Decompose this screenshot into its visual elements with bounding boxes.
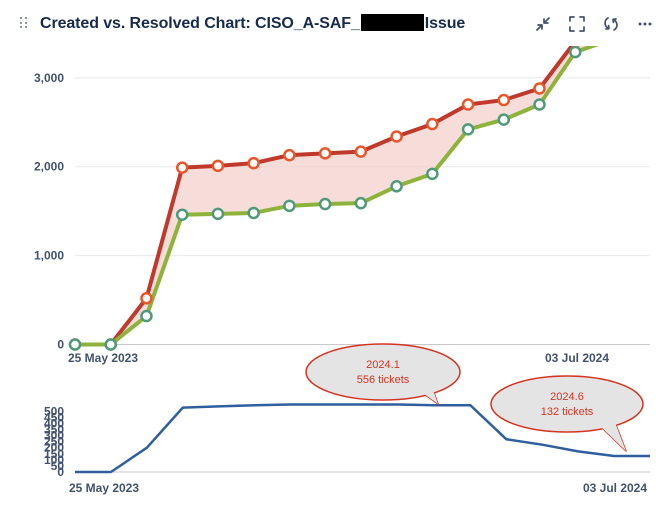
- overview-y-tick-label: 250: [44, 435, 64, 449]
- chart-area: 0 1,000 2,000 3,000 25 May 2023 03 Jul 2024 0 5…: [0, 46, 671, 505]
- resolved-point: [354, 196, 368, 210]
- y-tick-label: 2,000: [34, 160, 64, 174]
- created-resolved-gap-area: [75, 46, 593, 345]
- created-point: [354, 145, 368, 158]
- fullscreen-button[interactable]: [565, 12, 589, 36]
- callout-bubble: [490, 375, 644, 433]
- resolved-point: [426, 167, 439, 181]
- overview-y-tick-label: 100: [44, 453, 64, 467]
- refresh-icon: [604, 17, 618, 31]
- overview-y-tick-label: 150: [44, 447, 64, 461]
- callout-version-label: 2024.1: [366, 359, 400, 371]
- y-tick-label: 0: [57, 338, 64, 352]
- x-end-date-label: 03 Jul 2024: [545, 351, 609, 365]
- x-start-date-label: 25 May 2023: [68, 351, 138, 365]
- title-prefix: Created vs. Resolved Chart: CISO_A-SAF_: [40, 15, 360, 32]
- redaction-block: [360, 14, 424, 31]
- gadget-title: Created vs. Resolved Chart: CISO_A-SAF_ I…: [40, 14, 465, 33]
- resolved-point: [390, 180, 403, 193]
- resolved-series-line: [75, 46, 599, 347]
- overview-y-tick-label: 0: [57, 465, 64, 479]
- more-options-button[interactable]: [633, 12, 657, 36]
- title-suffix: Issue: [424, 15, 466, 32]
- callout-tickets-label: 132 tickets: [541, 406, 594, 418]
- created-point: [175, 161, 189, 174]
- overview-y-tick-label: 500: [44, 404, 64, 418]
- fullscreen-icon: [569, 16, 585, 32]
- resolved-point: [318, 197, 332, 211]
- gadget-header: Created vs. Resolved Chart: CISO_A-SAF_ I…: [0, 0, 671, 46]
- resolved-point: [175, 208, 189, 221]
- created-point: [390, 130, 403, 143]
- created-point: [318, 147, 332, 160]
- overview-y-tick-label: 350: [44, 423, 64, 437]
- resolved-point: [247, 206, 260, 220]
- created-point: [283, 148, 296, 162]
- minimize-icon: [536, 17, 550, 31]
- refresh-button[interactable]: [599, 12, 623, 36]
- created-point: [140, 292, 153, 305]
- overview-x-start-date-label: 25 May 2023: [69, 481, 139, 495]
- resolved-point: [283, 199, 296, 213]
- minimize-button[interactable]: [531, 12, 555, 36]
- resolved-point: [461, 123, 475, 136]
- overview-y-tick-label: 400: [44, 416, 64, 430]
- overview-x-end-date-label: 03 Jul 2024: [583, 481, 647, 495]
- callout-tail-fill: [598, 420, 626, 451]
- drag-handle-icon[interactable]: [20, 17, 28, 29]
- callout-bubble: [305, 343, 461, 401]
- created-point: [461, 98, 475, 111]
- header-actions: [531, 12, 657, 36]
- callout-version-label: 2024.6: [550, 391, 584, 403]
- created-series-line: [75, 46, 575, 347]
- resolved-point: [68, 338, 82, 351]
- resolved-point: [104, 338, 117, 351]
- callout-tickets-label: 556 tickets: [357, 374, 410, 386]
- y-tick-label: 3,000: [34, 71, 64, 85]
- resolved-point: [569, 46, 582, 59]
- resolved-point: [140, 309, 153, 323]
- resolved-point: [211, 207, 225, 221]
- created-point: [211, 159, 225, 173]
- resolved-point: [533, 98, 546, 111]
- created-point: [247, 156, 260, 170]
- callout-tail-fill: [420, 387, 438, 404]
- overview-y-tick-label: 50: [51, 459, 65, 473]
- overview-y-tick-label: 200: [44, 441, 64, 455]
- created-point: [497, 93, 511, 107]
- created-point: [426, 117, 439, 131]
- y-tick-label: 1,000: [34, 249, 64, 263]
- resolved-point: [497, 113, 511, 126]
- overview-y-tick-label: 300: [44, 429, 64, 443]
- more-options-icon: [638, 22, 652, 26]
- created-point: [533, 82, 546, 95]
- unresolved-series-line: [75, 403, 650, 474]
- overview-y-tick-label: 450: [44, 410, 64, 424]
